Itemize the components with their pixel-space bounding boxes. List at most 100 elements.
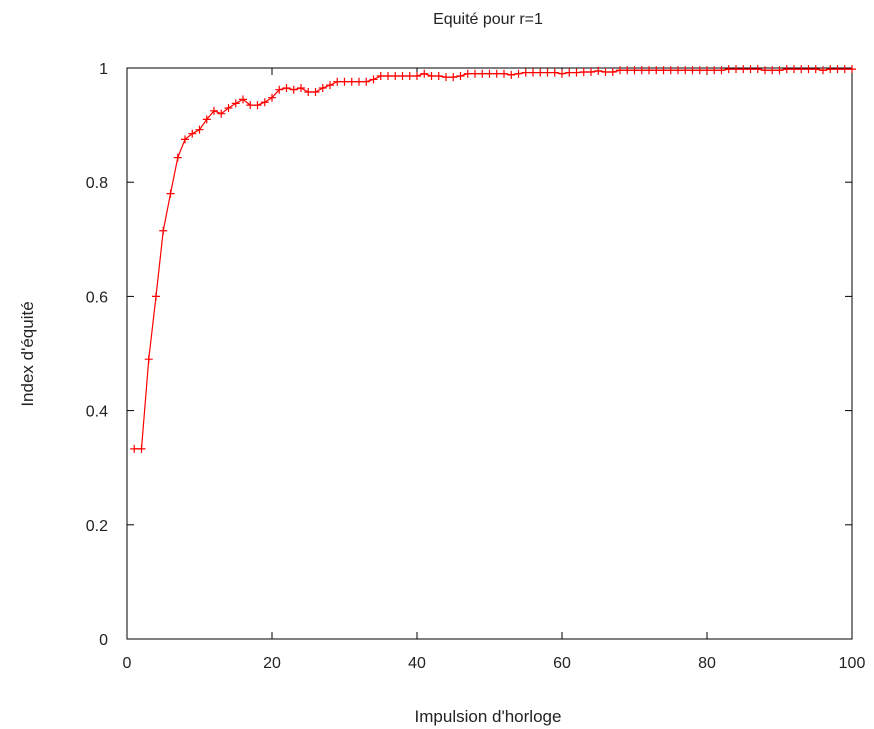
x-axis-ticks: 0 20 40 60 80 100 [123, 68, 865, 672]
data-point-marker [297, 83, 305, 92]
data-point-marker [130, 444, 139, 453]
data-point-marker [645, 66, 653, 75]
data-point-marker [804, 65, 813, 74]
data-point-marker [384, 71, 392, 80]
data-point-marker [775, 66, 784, 75]
data-point-marker [202, 115, 211, 124]
x-tick-label: 60 [553, 655, 571, 672]
data-point-marker [210, 106, 218, 115]
y-tick-label: 0 [99, 632, 108, 649]
series-markers [130, 65, 856, 453]
data-point-marker [181, 135, 189, 144]
data-point-marker [376, 71, 385, 80]
data-point-marker [347, 77, 356, 86]
data-point-marker [362, 77, 371, 86]
data-point-marker [623, 66, 632, 75]
x-tick-label: 0 [123, 655, 132, 672]
data-point-marker [695, 66, 704, 75]
y-tick-label: 0.4 [86, 404, 108, 421]
data-point-marker [688, 66, 697, 75]
data-point-marker [732, 65, 740, 74]
y-axis-ticks: 0 0.2 0.4 0.6 0.8 1 [86, 61, 852, 649]
data-point-marker [652, 66, 661, 75]
data-point-marker [369, 75, 378, 84]
data-point-marker [311, 87, 320, 96]
data-point-marker [848, 65, 856, 74]
data-point-marker [391, 71, 400, 80]
data-point-marker [304, 87, 313, 96]
data-point-marker [268, 93, 276, 102]
data-point-marker [152, 292, 160, 301]
data-point-marker [514, 69, 523, 78]
x-tick-label: 20 [263, 655, 281, 672]
data-point-marker [819, 66, 827, 75]
data-point-marker [840, 65, 849, 74]
data-point-marker [442, 73, 450, 82]
data-point-marker [601, 68, 610, 76]
data-point-marker [579, 68, 588, 76]
data-point-marker [217, 109, 226, 118]
data-point-marker [231, 99, 240, 108]
data-point-marker [500, 69, 508, 78]
data-point-marker [326, 81, 334, 90]
data-point-marker [674, 66, 682, 75]
data-point-marker [166, 189, 175, 198]
y-tick-label: 0.6 [86, 289, 108, 306]
data-point-marker [717, 66, 726, 75]
data-point-marker [173, 153, 182, 162]
data-point-marker [637, 66, 646, 75]
x-tick-label: 40 [408, 655, 426, 672]
data-point-marker [398, 71, 407, 80]
data-point-marker [768, 66, 777, 75]
data-point-marker [318, 83, 327, 92]
data-point-marker [782, 65, 791, 74]
data-point-marker [790, 65, 798, 74]
y-tick-label: 1 [99, 61, 108, 78]
data-point-marker [616, 66, 624, 75]
y-tick-label: 0.2 [86, 518, 108, 535]
data-point-marker [797, 65, 806, 74]
data-point-marker [507, 70, 516, 79]
data-point-marker [253, 101, 262, 110]
data-point-marker [420, 69, 429, 78]
data-point-marker [478, 69, 487, 78]
series-line [134, 68, 852, 450]
data-point-marker [275, 85, 284, 94]
data-point-marker [521, 68, 530, 77]
data-point-marker [449, 73, 458, 82]
data-point-marker [746, 65, 755, 74]
data-point-marker [355, 77, 363, 86]
data-point-marker [550, 68, 559, 77]
data-point-marker [282, 83, 291, 92]
data-point-marker [456, 71, 465, 80]
data-point-marker [188, 129, 197, 138]
data-point-marker [587, 68, 595, 76]
data-point-marker [761, 66, 769, 75]
data-point-marker [246, 101, 255, 110]
data-point-marker [594, 66, 603, 75]
x-axis-label: Impulsion d'horloge [415, 707, 562, 726]
data-point-marker [260, 98, 269, 107]
data-point-marker [608, 68, 617, 76]
data-point-marker [463, 69, 472, 78]
data-point-marker [572, 68, 581, 77]
data-point-marker [811, 65, 820, 74]
data-point-marker [427, 71, 436, 80]
data-point-marker [681, 66, 690, 75]
data-point-marker [529, 68, 537, 77]
data-point-marker [137, 444, 146, 453]
data-point-marker [710, 66, 719, 75]
data-point-marker [753, 65, 762, 74]
data-point-marker [144, 355, 153, 364]
x-tick-label: 80 [698, 655, 716, 672]
data-point-marker [333, 77, 342, 86]
data-point-marker [413, 71, 421, 80]
data-point-marker [159, 226, 168, 235]
data-point-marker [739, 65, 748, 74]
data-point-marker [340, 77, 349, 86]
data-point-marker [659, 66, 668, 75]
y-axis-label: Index d'équité [18, 301, 37, 406]
data-point-marker [543, 68, 552, 77]
data-point-marker [630, 66, 639, 75]
